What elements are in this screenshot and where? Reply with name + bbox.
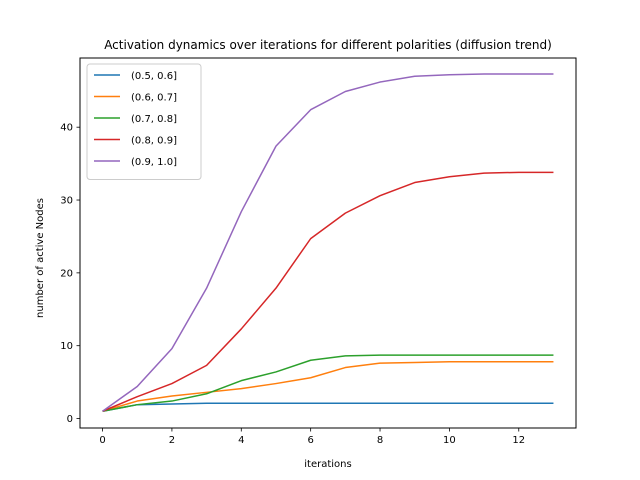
y-axis-label: number of active Nodes [35, 198, 46, 318]
y-tick-label: 10 [60, 341, 73, 352]
legend-label-0: (0.5, 0.6] [131, 71, 177, 82]
series-line-0 [102, 402, 554, 412]
y-tick-label: 40 [60, 123, 73, 134]
plot-area [102, 73, 554, 412]
legend-box [86, 63, 202, 180]
axis-ticks: 0 2 4 6 8 10 12 0 10 20 30 40 [60, 123, 525, 446]
legend-label-4: (0.9, 1.0] [131, 157, 177, 168]
series-line-3 [102, 171, 554, 412]
plot-frame [79, 57, 577, 429]
x-tick-label: 4 [238, 435, 244, 446]
legend-label-3: (0.8, 0.9] [131, 136, 177, 147]
y-tick-label: 30 [60, 196, 73, 207]
legend-label-2: (0.7, 0.8] [131, 114, 177, 125]
legend-label-1: (0.6, 0.7] [131, 93, 177, 104]
x-tick-label: 2 [169, 435, 175, 446]
series-line-4 [102, 73, 554, 412]
x-tick-label: 10 [443, 435, 456, 446]
legend: (0.5, 0.6] (0.6, 0.7] (0.7, 0.8] (0.8, 0.9]… [86, 63, 202, 180]
series-line-2 [102, 354, 554, 412]
y-tick-label: 20 [60, 268, 73, 279]
x-tick-label: 12 [512, 435, 525, 446]
x-tick-label: 0 [99, 435, 105, 446]
x-tick-label: 8 [377, 435, 383, 446]
x-axis-label: iterations [304, 459, 351, 470]
chart-title: Activation dynamics over iterations for … [104, 38, 552, 52]
y-tick-label: 0 [67, 414, 73, 425]
series-line-1 [102, 360, 554, 412]
x-tick-label: 6 [307, 435, 313, 446]
